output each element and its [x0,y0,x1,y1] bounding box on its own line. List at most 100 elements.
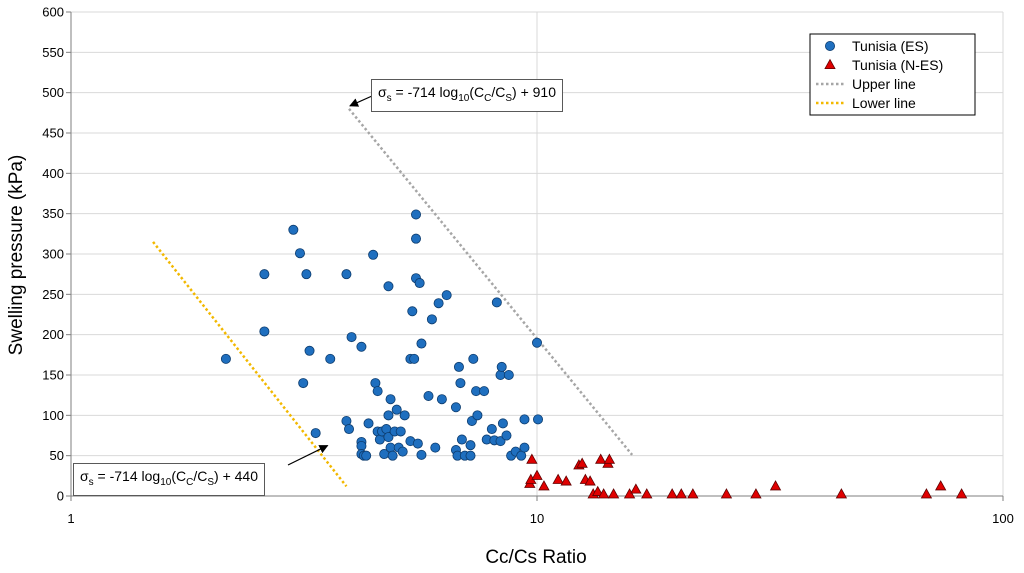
legend-label: Tunisia (N-ES) [852,57,943,73]
eq-prefix-sub: s [386,92,392,104]
legend-es-marker [825,41,836,52]
nes-point [720,488,733,499]
eq-slash: /C [193,468,208,484]
eq-paren-open: (C [469,84,485,100]
es-point [301,269,312,280]
es-point [465,450,476,461]
es-point [416,449,427,460]
nes-point [526,453,538,464]
es-point [341,269,352,280]
es-point [468,353,479,364]
nes-point [595,453,607,464]
y-tick-label: 500 [42,85,64,100]
nes-point [538,480,550,491]
annotation-arrows [287,95,373,466]
es-point [368,249,379,260]
y-tick-label: 300 [42,247,64,262]
legend-label: Lower line [852,95,916,111]
es-point [385,394,396,405]
es-point [361,450,372,461]
eq-main: = -714 log [391,84,459,100]
eq-num-sub: C [186,476,194,488]
legend-nes-marker [824,58,836,69]
eq-paren-open: (C [171,468,187,484]
es-point [383,281,394,292]
eq-prefix-sub: s [88,476,94,488]
es-point [395,426,406,437]
y-tick-label: 200 [42,327,64,342]
eq-prefix: σ [378,84,387,100]
es-point [397,446,408,457]
es-point [298,378,309,389]
nes-point [576,457,588,468]
reference-lines [152,108,634,488]
y-tick-label: 250 [42,287,64,302]
upper-arrow [349,95,373,107]
es-point [497,418,508,429]
y-axis-title: Swelling pressure (kPa) [6,155,27,356]
y-tick-label: 400 [42,166,64,181]
es-point [294,248,305,259]
legend: Tunisia (ES) Tunisia (N-ES) Upper line Lowe… [809,33,976,116]
y-tick-label: 0 [57,489,64,504]
eq-slash: /C [491,84,506,100]
nes-point [750,488,762,499]
y-tick-label: 50 [50,448,64,463]
legend-label: Upper line [852,76,916,92]
es-point [259,269,270,280]
es-point [383,410,394,421]
es-point [519,414,530,425]
es-point [310,428,321,439]
nes-point [687,488,699,499]
data-points [220,209,968,499]
nes-point [603,453,616,464]
es-point [346,332,357,343]
es-point [414,278,425,289]
es-point [356,341,367,352]
es-point [220,353,231,364]
x-axis-title: Cc/Cs Ratio [485,547,586,568]
es-point [433,298,444,309]
legend-label: Tunisia (ES) [852,38,929,54]
legend-box [809,33,976,116]
es-point [416,338,427,349]
eq-prefix: σ [80,468,89,484]
eq-den-sub: S [207,476,215,488]
es-point [519,442,530,453]
y-tick-label: 600 [42,5,64,20]
nes-point [675,488,687,499]
eq-log-base: 10 [458,92,470,104]
lower-line-equation: σs = -714 log10(CC/CS) + 440 [73,463,265,496]
es-point [453,361,464,372]
y-tick-label: 350 [42,206,64,221]
es-point [436,394,447,405]
es-point [455,378,466,389]
nes-point [920,488,933,499]
es-point [387,450,398,461]
es-point [503,369,514,380]
es-point [363,418,374,429]
es-point [409,353,420,364]
es-point [430,442,441,453]
es-point [450,402,461,413]
eq-den-sub: S [505,92,513,104]
y-tick-label: 150 [42,368,64,383]
es-point [383,432,394,443]
es-point [407,306,418,317]
nes-point [552,473,564,484]
es-point [491,297,502,308]
lower-arrow [287,445,329,466]
es-point [486,424,497,435]
es-point [304,345,315,356]
eq-tail: ) + 910 [512,84,556,100]
es-point [411,233,422,244]
es-point [423,390,434,401]
es-point [391,404,402,415]
upper-line-equation: σs = -714 log10(CC/CS) + 910 [371,79,563,112]
es-point [259,326,270,337]
eq-main: = -714 log [93,468,161,484]
y-tick-label: 450 [42,126,64,141]
es-point [412,438,423,449]
es-point [325,353,336,364]
x-tick-label: 10 [530,511,544,526]
